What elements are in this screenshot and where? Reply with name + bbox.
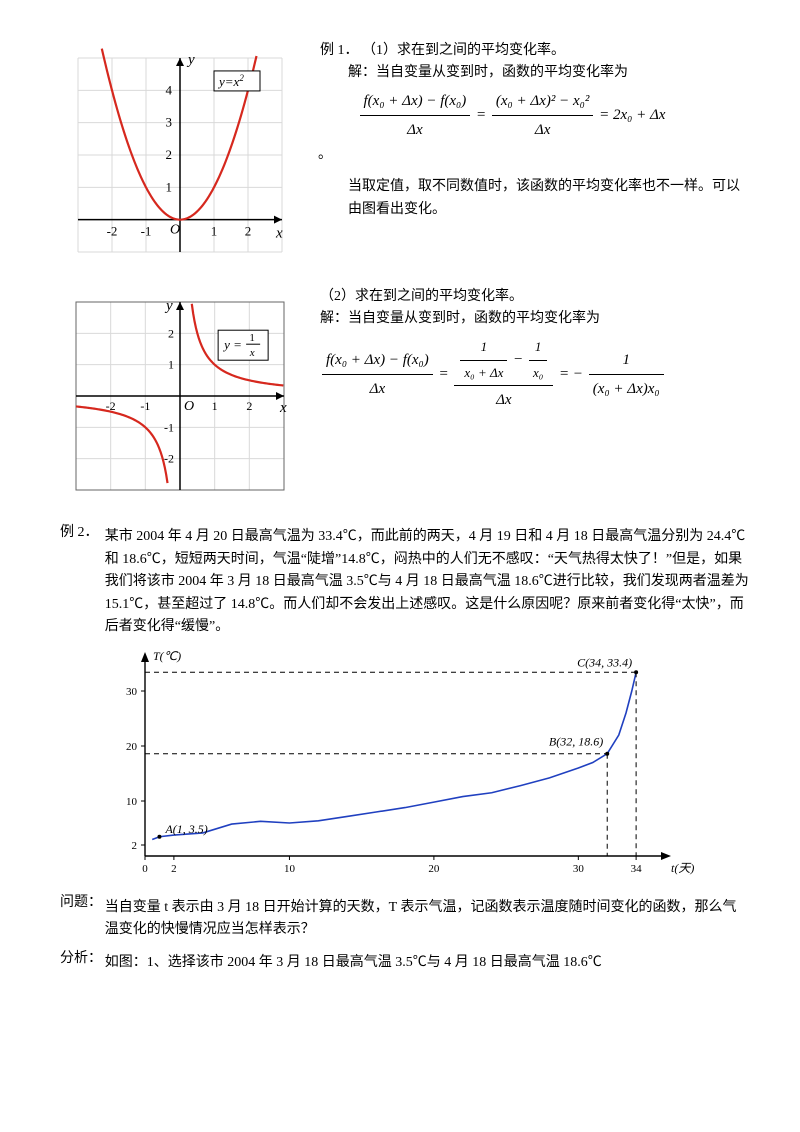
svg-text:0: 0 [142,863,148,875]
svg-text:-1: -1 [164,420,174,434]
svg-text:B(32, 18.6): B(32, 18.6) [549,735,603,749]
svg-text:A(1, 3.5): A(1, 3.5) [164,822,207,836]
svg-text:30: 30 [126,686,138,698]
svg-text:2: 2 [166,147,173,162]
analysis-text: 如图：1、选择该市 2004 年 3 月 18 日最高气温 3.5℃与 4 月 … [105,952,750,974]
svg-text:2: 2 [131,840,137,852]
chart-temperature: 02102030342102030t(天)T(℃)A(1, 3.5)B(32, … [105,644,750,884]
ex1-sol1-line1: 解：当自变量从变到时，函数的平均变化率为 [348,62,750,84]
svg-text:2: 2 [245,224,252,239]
svg-text:1: 1 [166,179,173,194]
svg-text:O: O [184,399,194,414]
example1-q2: （2）求在到之间的平均变化率。 [320,286,750,308]
ex1-sol1-after: 当取定值，取不同数值时，该函数的平均变化率也不一样。可以由图看出变化。 [348,176,750,221]
example1-part1: -2-1121234Oxyy=x2 例 1． （1）求在到之间的平均变化率。 解… [60,40,750,270]
svg-text:-2: -2 [107,224,118,239]
ex1-sol1-period: 。 [318,144,750,166]
svg-text:2: 2 [246,399,252,413]
svg-text:34: 34 [630,863,642,875]
svg-text:x: x [275,226,283,242]
svg-text:10: 10 [284,863,296,875]
svg-text:30: 30 [573,863,585,875]
svg-text:10: 10 [126,796,138,808]
svg-text:-2: -2 [164,452,174,466]
svg-text:O: O [170,223,180,238]
svg-text:t(天): t(天) [671,861,694,875]
example2-label: 例 2． [60,522,105,544]
chart-reciprocal: -2 -1 1 2 -2 -1 1 2 Ox y y = 1 x [60,286,300,506]
example2-para1: 某市 2004 年 4 月 20 日最高气温为 33.4℃，而此前的两天，4 月… [105,526,750,638]
svg-text:2: 2 [168,326,174,340]
svg-text:T(℃): T(℃) [153,649,181,663]
example1-part2-text: （2）求在到之间的平均变化率。 解：当自变量从变到时，函数的平均变化率为 f(x… [320,286,750,506]
svg-text:20: 20 [126,741,138,753]
svg-text:x: x [279,400,287,416]
ex1-formula2: f(x₀ + Δx) − f(x₀)Δx = 1x₀ + Δx − 1x₀ Δx… [320,337,750,413]
svg-text:x: x [249,347,255,359]
svg-text:-1: -1 [140,399,150,413]
svg-text:1: 1 [249,332,255,344]
question-label: 问题： [60,892,105,914]
example1-part1-text: 例 1． （1）求在到之间的平均变化率。 解：当自变量从变到时，函数的平均变化率… [320,40,750,270]
analysis-label: 分析： [60,948,105,970]
example1-q1: （1）求在到之间的平均变化率。 [362,43,565,58]
svg-text:2: 2 [171,863,177,875]
svg-text:1: 1 [168,358,174,372]
question-text: 当自变量 t 表示由 3 月 18 日开始计算的天数，T 表示气温，记函数表示温… [105,897,750,942]
ex1-formula1: f(x₀ + Δx) − f(x₀)Δx = (x₀ + Δx)² − x₀²Δ… [358,89,751,142]
svg-text:y =: y = [222,337,242,352]
svg-text:C(34, 33.4): C(34, 33.4) [577,656,632,670]
ex1-sol2-line1: 解：当自变量从变到时，函数的平均变化率为 [320,308,750,330]
example1-part2: -2 -1 1 2 -2 -1 1 2 Ox y y = 1 x （2）求在到之间的平均变化率。 解：当… [60,286,750,506]
svg-text:20: 20 [428,863,440,875]
svg-text:-2: -2 [106,399,116,413]
example1-label: 例 1． [320,43,359,58]
svg-text:y: y [164,298,173,314]
example2: 例 2． 某市 2004 年 4 月 20 日最高气温为 33.4℃，而此前的两… [60,522,750,974]
chart-parabola: -2-1121234Oxyy=x2 [60,40,300,270]
svg-text:3: 3 [166,115,173,130]
svg-text:y: y [186,52,195,68]
svg-text:1: 1 [212,399,218,413]
svg-text:1: 1 [211,224,218,239]
svg-text:-1: -1 [141,224,152,239]
svg-text:4: 4 [166,82,173,97]
